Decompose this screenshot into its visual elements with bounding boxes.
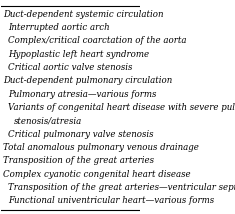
Text: Complex cyanotic congenital heart disease: Complex cyanotic congenital heart diseas… xyxy=(3,169,190,178)
Text: Critical pulmonary valve stenosis: Critical pulmonary valve stenosis xyxy=(8,130,154,139)
Text: Duct-dependent systemic circulation: Duct-dependent systemic circulation xyxy=(3,10,163,19)
Text: Hypoplastic left heart syndrome: Hypoplastic left heart syndrome xyxy=(8,50,149,59)
Text: Variants of congenital heart disease with severe pulmonary: Variants of congenital heart disease wit… xyxy=(8,103,235,112)
Text: Interrupted aortic arch: Interrupted aortic arch xyxy=(8,23,110,32)
Text: stenosis/atresia: stenosis/atresia xyxy=(14,116,82,125)
Text: Total anomalous pulmonary venous drainage: Total anomalous pulmonary venous drainag… xyxy=(3,143,199,152)
Text: Transposition of the great arteries—ventricular septal defect: Transposition of the great arteries—vent… xyxy=(8,183,235,192)
Text: Transposition of the great arteries: Transposition of the great arteries xyxy=(3,156,154,165)
Text: Complex/critical coarctation of the aorta: Complex/critical coarctation of the aort… xyxy=(8,36,187,45)
Text: Pulmonary atresia—various forms: Pulmonary atresia—various forms xyxy=(8,90,157,99)
Text: Critical aortic valve stenosis: Critical aortic valve stenosis xyxy=(8,63,133,72)
Text: Duct-dependent pulmonary circulation: Duct-dependent pulmonary circulation xyxy=(3,76,172,85)
Text: Functional univentricular heart—various forms: Functional univentricular heart—various … xyxy=(8,196,214,205)
